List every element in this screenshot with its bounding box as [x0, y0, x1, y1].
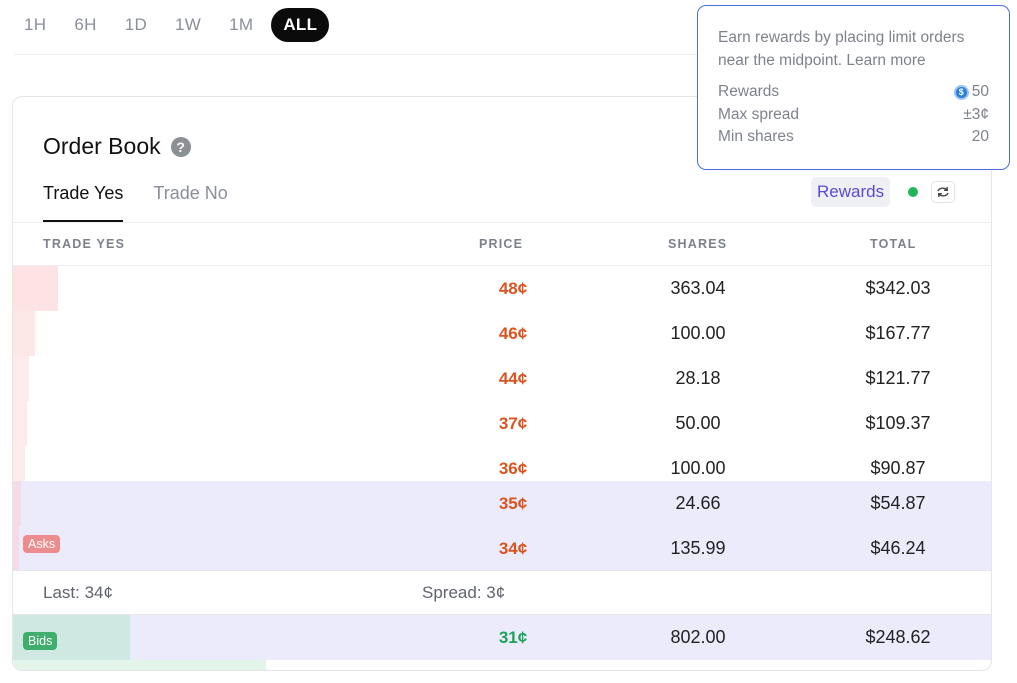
ask-row[interactable]: 46¢ 100.00 $167.77 — [13, 311, 991, 356]
popover-text-line1: Earn rewards by placing limit orders — [718, 29, 965, 46]
bid-total: $248.62 — [865, 627, 931, 647]
ask-row[interactable]: 35¢ 24.66 $54.87 — [13, 481, 991, 526]
ask-price: 37¢ — [498, 414, 528, 433]
popover-rewards-row: Rewards $50 — [718, 81, 989, 104]
ask-row[interactable]: 37¢ 50.00 $109.37 — [13, 401, 991, 446]
timeframe-all[interactable]: ALL — [271, 8, 330, 42]
depth-bar — [13, 526, 19, 571]
ask-price: 48¢ — [498, 279, 528, 298]
timeframe-1w[interactable]: 1W — [175, 15, 202, 34]
order-book-heading: Order Book ? — [43, 133, 191, 160]
ask-shares: 24.66 — [675, 493, 721, 513]
order-book-tabs: Trade Yes Trade No — [43, 183, 228, 222]
timeframe-1d[interactable]: 1D — [124, 15, 148, 34]
depth-bar — [13, 481, 21, 526]
spread: Spread: 3¢ — [422, 583, 506, 602]
order-book-title: Order Book — [43, 133, 161, 159]
coin-icon: $ — [953, 84, 969, 100]
popover-min-shares-label: Min shares — [718, 128, 794, 145]
ask-row[interactable]: 36¢ 100.00 $90.87 — [13, 446, 991, 491]
tab-trade-no[interactable]: Trade No — [153, 183, 228, 203]
rewards-label: Rewards — [817, 182, 885, 201]
reward-highlight-zone — [13, 481, 991, 571]
divider — [14, 54, 704, 55]
depth-bar — [13, 356, 29, 401]
ask-price: 34¢ — [498, 539, 528, 558]
ask-shares: 100.00 — [670, 458, 726, 478]
tab-trade-yes[interactable]: Trade Yes — [43, 183, 124, 222]
ask-price: 46¢ — [498, 324, 528, 343]
ask-row[interactable]: Asks 34¢ 135.99 $46.24 — [13, 526, 991, 571]
timeframe-1h[interactable]: 1H — [24, 15, 47, 34]
popover-rewards-value: 50 — [971, 83, 989, 100]
popover-rewards-label: Rewards — [718, 83, 780, 100]
refresh-button[interactable] — [931, 181, 955, 203]
ask-price: 35¢ — [498, 494, 528, 513]
column-header-shares: SHARES — [668, 237, 728, 251]
order-book-card: Order Book ? Trade Yes Trade No Rewards … — [12, 96, 992, 671]
ask-total: $109.37 — [865, 413, 931, 433]
column-header-total: TOTAL — [870, 237, 917, 251]
ask-total: $342.03 — [865, 278, 931, 298]
last-price: Last: 34¢ — [43, 583, 113, 602]
column-header-trade-yes: TRADE YES — [43, 237, 126, 251]
ask-price: 44¢ — [498, 369, 528, 388]
popover-min-shares-value: 20 — [971, 128, 989, 145]
popover-max-spread-value: ±3¢ — [963, 105, 989, 123]
depth-bar — [13, 311, 35, 356]
ask-total: $46.24 — [870, 538, 926, 558]
divider — [13, 570, 991, 571]
refresh-icon — [937, 186, 949, 198]
bids-badge: Bids — [23, 632, 58, 650]
ask-row[interactable]: 44¢ 28.18 $121.77 — [13, 356, 991, 401]
depth-bar — [13, 446, 25, 491]
divider — [13, 265, 991, 266]
ask-row[interactable]: 48¢ 363.04 $342.03 — [13, 266, 991, 311]
ask-total: $54.87 — [870, 493, 926, 513]
bid-row[interactable]: Bids 31¢ 802.00 $248.62 — [13, 615, 991, 660]
ask-total: $90.87 — [870, 458, 926, 478]
ask-shares: 100.00 — [670, 323, 726, 343]
help-icon[interactable]: ? — [170, 136, 191, 157]
popover-text-line2[interactable]: near the midpoint. Learn more — [718, 52, 926, 69]
timeframe-6h[interactable]: 6H — [74, 15, 97, 34]
timeframe-selector: 1H 6H 1D 1W 1M ALL — [14, 8, 330, 42]
rewards-popover: Earn rewards by placing limit orders nea… — [697, 5, 1010, 170]
ask-total: $167.77 — [865, 323, 931, 343]
divider — [13, 614, 991, 615]
popover-max-spread-label: Max spread — [718, 105, 799, 123]
depth-bar — [13, 266, 58, 311]
ask-shares: 363.04 — [670, 278, 726, 298]
ask-shares: 28.18 — [675, 368, 721, 388]
popover-max-spread-row: Max spread ±3¢ — [718, 104, 989, 127]
ask-shares: 135.99 — [670, 538, 726, 558]
bid-price: 31¢ — [498, 628, 528, 647]
timeframe-1m[interactable]: 1M — [229, 15, 254, 34]
divider — [13, 222, 991, 223]
live-status-dot — [908, 187, 918, 197]
column-header-price: PRICE — [479, 237, 524, 251]
depth-bar — [13, 401, 27, 446]
bid-shares: 802.00 — [670, 627, 726, 647]
asks-badge: Asks — [23, 535, 61, 553]
depth-bar — [13, 660, 266, 670]
ask-shares: 50.00 — [675, 413, 721, 433]
ask-price: 36¢ — [498, 459, 528, 478]
ask-total: $121.77 — [865, 368, 931, 388]
popover-min-shares-row: Min shares 20 — [718, 126, 989, 149]
rewards-button[interactable]: Rewards — [811, 177, 891, 207]
